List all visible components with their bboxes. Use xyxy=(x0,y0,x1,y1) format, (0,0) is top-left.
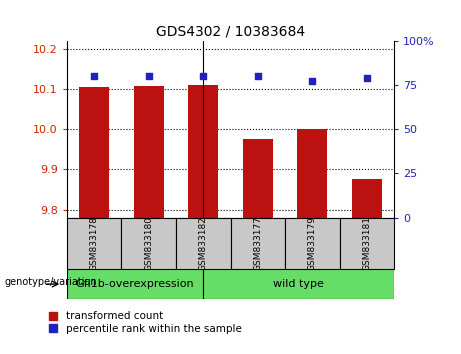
Point xyxy=(200,73,207,79)
Point xyxy=(145,73,152,79)
Text: GSM833181: GSM833181 xyxy=(362,216,372,271)
Text: GSM833182: GSM833182 xyxy=(199,216,208,271)
Bar xyxy=(67,218,121,269)
Bar xyxy=(285,218,340,269)
Text: genotype/variation: genotype/variation xyxy=(5,277,97,287)
Text: Gfi1b-overexpression: Gfi1b-overexpression xyxy=(76,279,195,289)
Point xyxy=(254,73,261,79)
Bar xyxy=(121,218,176,269)
Text: wild type: wild type xyxy=(273,279,324,289)
Point xyxy=(90,73,98,79)
Bar xyxy=(79,87,109,218)
Text: GSM833179: GSM833179 xyxy=(308,216,317,271)
Bar xyxy=(297,129,327,218)
Bar xyxy=(134,86,164,218)
Text: GSM833178: GSM833178 xyxy=(89,216,99,271)
Text: GSM833177: GSM833177 xyxy=(253,216,262,271)
Bar xyxy=(188,85,218,218)
Text: GSM833180: GSM833180 xyxy=(144,216,153,271)
Bar xyxy=(352,179,382,218)
Bar xyxy=(203,269,394,299)
Bar xyxy=(340,218,394,269)
Bar xyxy=(67,269,203,299)
Title: GDS4302 / 10383684: GDS4302 / 10383684 xyxy=(156,24,305,38)
Legend: transformed count, percentile rank within the sample: transformed count, percentile rank withi… xyxy=(49,312,242,333)
Bar xyxy=(230,218,285,269)
Bar xyxy=(176,218,230,269)
Point xyxy=(363,75,371,81)
Bar xyxy=(243,139,273,218)
Point xyxy=(308,79,316,84)
